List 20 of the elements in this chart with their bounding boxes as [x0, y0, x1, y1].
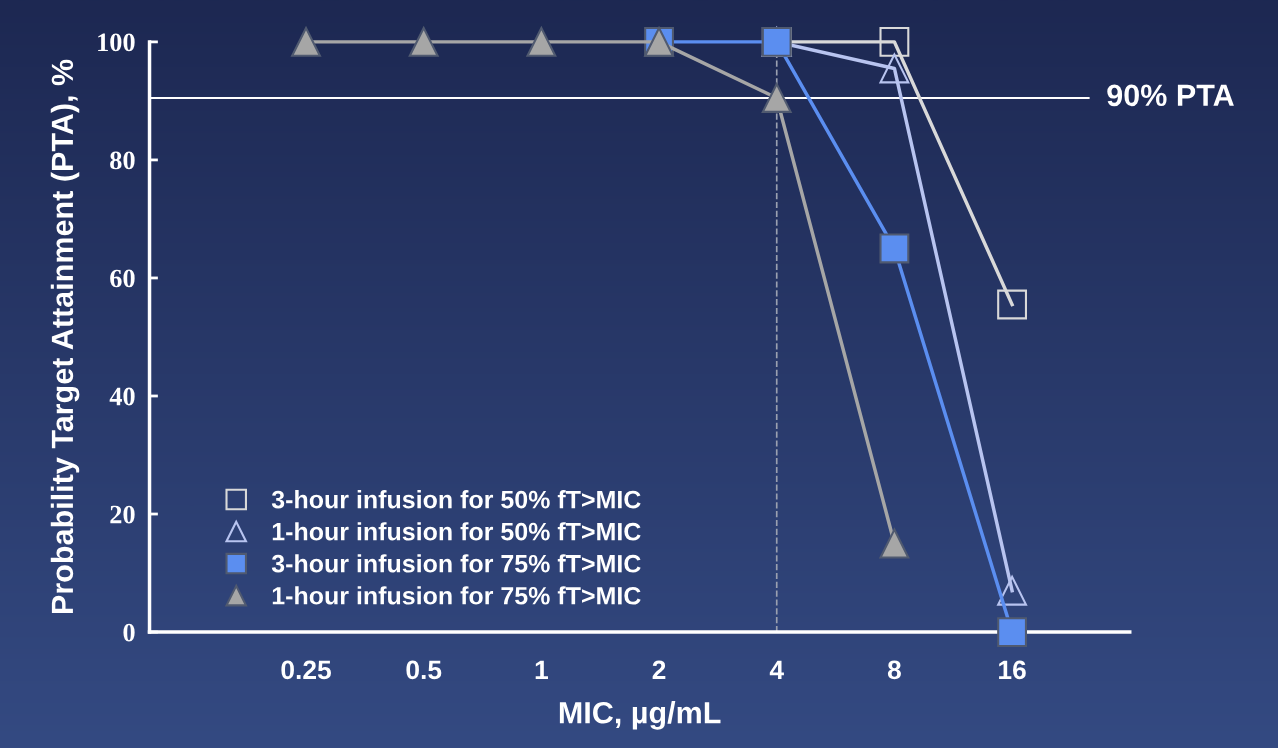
y-tick-label: 40	[109, 387, 135, 406]
y-tick-label: 0	[123, 623, 135, 642]
y-tick-label: 20	[110, 505, 135, 524]
ref-line-label: 90% PTA	[1107, 84, 1234, 107]
legend-label: 3-hour infusion for 50% fT>MIC	[271, 490, 641, 509]
x-tick-label: 8	[887, 660, 901, 680]
y-tick-label: 60	[110, 269, 135, 288]
x-axis-title: MIC, µg/mL	[559, 701, 721, 730]
legend-label: 1-hour infusion for 75% fT>MIC	[272, 586, 641, 605]
x-tick-label: 0.25	[281, 660, 331, 680]
y-tick-label: 100	[98, 33, 135, 52]
x-tick-label: 1	[535, 660, 548, 679]
y-axis-title: Probability Target Attainment (PTA), %	[50, 59, 80, 614]
x-tick-label: 2	[652, 660, 666, 679]
legend-label: 3-hour infusion for 75% fT>MIC	[271, 554, 641, 573]
x-tick-label: 0.5	[406, 660, 442, 680]
y-tick-label: 80	[110, 151, 135, 170]
legend-label: 1-hour infusion for 50% fT>MIC	[272, 522, 641, 541]
x-tick-label: 4	[769, 660, 784, 679]
x-tick-label: 16	[999, 660, 1026, 680]
